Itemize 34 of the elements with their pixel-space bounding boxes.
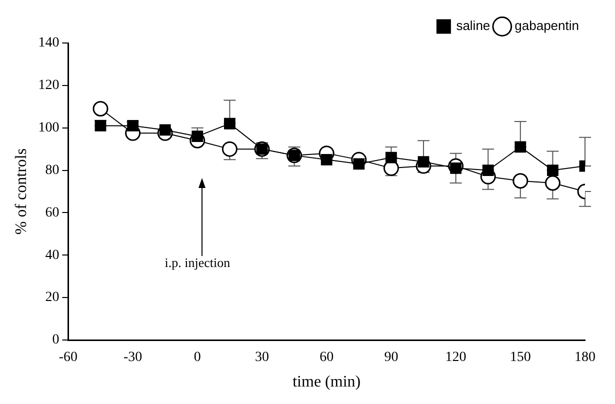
y-tick-label: 20 — [45, 290, 60, 306]
x-axis-title: time (min) — [292, 374, 361, 391]
x-tick-label: -60 — [58, 350, 78, 366]
point — [386, 152, 397, 164]
point — [482, 164, 494, 176]
point — [224, 118, 236, 130]
point — [512, 173, 528, 189]
x-tick-label: 60 — [320, 350, 334, 366]
point — [92, 101, 108, 117]
y-tick-label: 80 — [45, 162, 60, 178]
y-axis-title: % of controls — [12, 148, 30, 235]
x-tick-label: 180 — [574, 350, 596, 366]
x-tick-label: 120 — [445, 350, 466, 366]
point — [320, 154, 332, 166]
point — [514, 141, 526, 153]
point — [547, 164, 558, 176]
x-tick-label: 150 — [510, 350, 531, 366]
annotation: i.p. injection — [164, 254, 231, 270]
y-tick-label: 40 — [45, 248, 60, 263]
legend-label: saline — [456, 18, 490, 34]
x-tick-label: -30 — [123, 350, 142, 366]
y-tick-label: 140 — [38, 36, 60, 51]
x-tick-label: 30 — [255, 350, 269, 366]
point — [94, 120, 106, 132]
legend-label: gabapentin — [514, 18, 580, 34]
point — [127, 120, 138, 132]
y-tick-label: 0 — [52, 332, 60, 348]
y-tick-label: 60 — [45, 205, 60, 220]
point — [544, 175, 560, 191]
x-tick-label: 90 — [384, 350, 398, 366]
point — [222, 141, 238, 157]
y-tick-label: 120 — [38, 78, 60, 94]
y-tick-label: 100 — [38, 120, 60, 136]
x-tick-label: 0 — [194, 350, 201, 366]
